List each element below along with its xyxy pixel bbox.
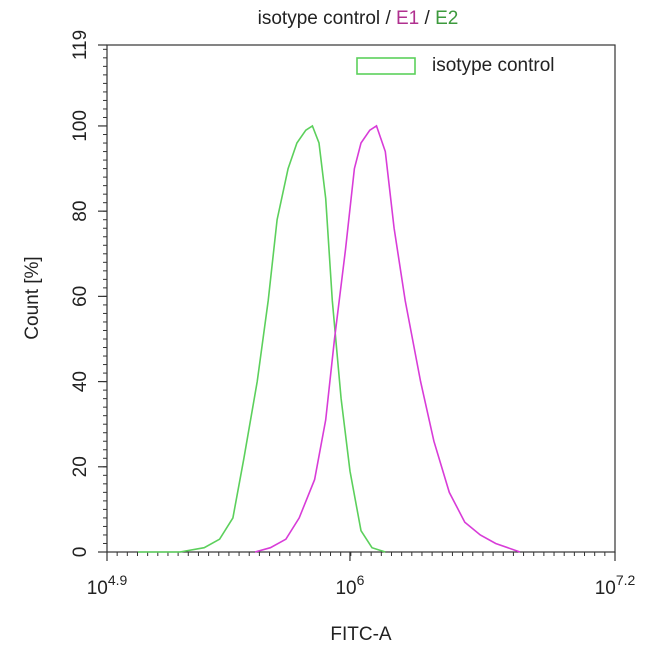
y-tick-label: 60 <box>70 286 91 307</box>
y-tick-label: 0 <box>70 547 91 558</box>
x-tick-base: 10 <box>335 578 356 599</box>
x-tick-exponent: 6 <box>357 572 365 588</box>
x-tick-label: 104.9 <box>87 572 128 599</box>
x-tick-label: 106 <box>335 572 364 599</box>
y-axis-label: Count [%] <box>22 256 43 339</box>
x-tick-exponent: 4.9 <box>108 572 128 588</box>
title-part: isotype control <box>258 8 381 29</box>
legend-swatch <box>356 57 416 75</box>
y-tick-label: 20 <box>70 456 91 477</box>
title-part: / <box>385 8 391 29</box>
y-tick-label: 80 <box>70 201 91 222</box>
x-tick-base: 10 <box>595 578 616 599</box>
y-tick-label: 100 <box>70 110 91 142</box>
plot-frame <box>106 44 616 553</box>
x-tick-exponent: 7.2 <box>616 572 636 588</box>
title-part: E2 <box>435 8 458 29</box>
x-tick-base: 10 <box>87 578 108 599</box>
x-axis-label: FITC-A <box>330 624 392 645</box>
y-tick-label: 40 <box>70 371 91 392</box>
x-tick-label: 107.2 <box>595 572 636 599</box>
title-part: / <box>425 8 431 29</box>
legend-label: isotype control <box>432 55 555 76</box>
y-tick-label: 119 <box>70 30 91 60</box>
chart-title: isotype control / E1 / E2 <box>258 8 459 29</box>
series-line <box>137 124 386 553</box>
title-part: E1 <box>396 8 419 29</box>
series-line <box>254 124 521 553</box>
